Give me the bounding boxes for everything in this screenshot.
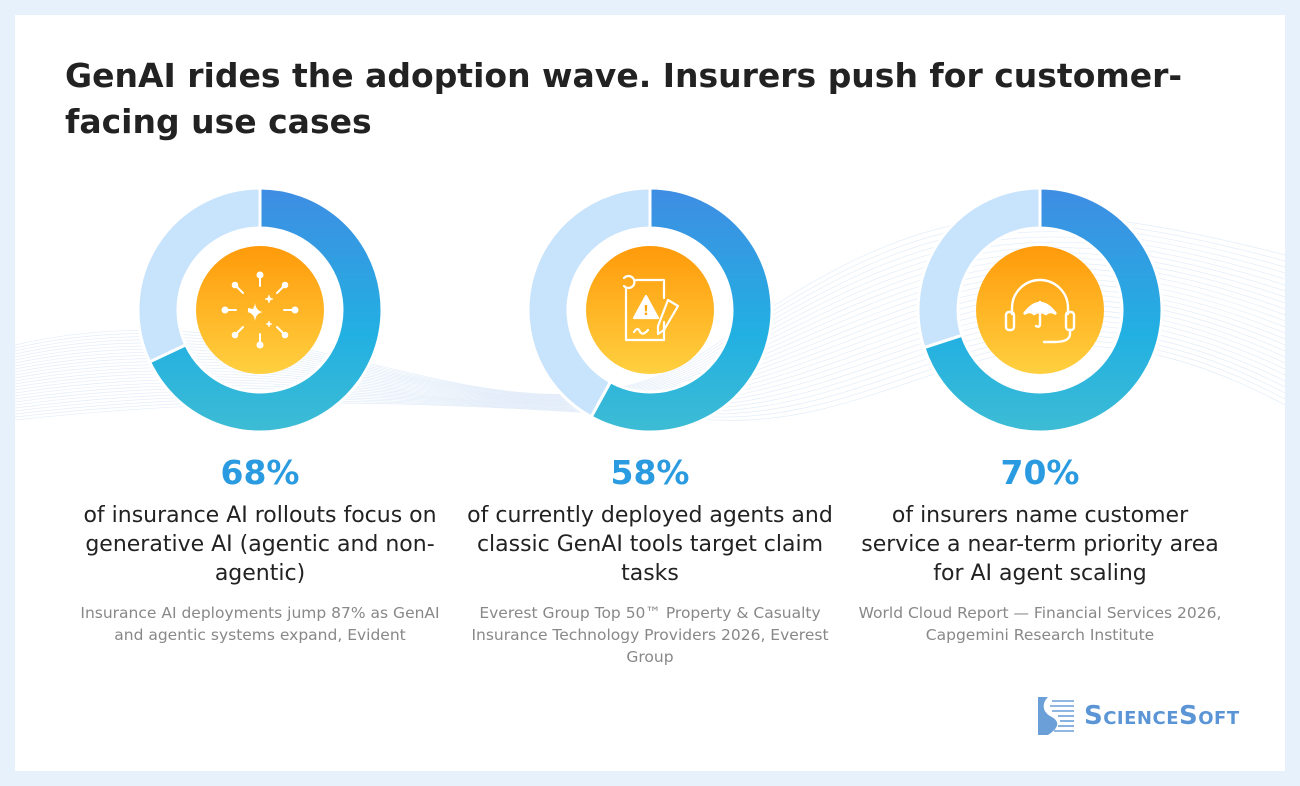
icon-badge <box>196 246 324 374</box>
stat-description: of insurance AI rollouts focus on genera… <box>83 503 437 586</box>
stat-column-1: 68% of insurance AI rollouts focus on ge… <box>65 185 455 646</box>
donut-chart-2: ! <box>526 186 774 434</box>
stat-percent: 70% <box>1000 453 1080 492</box>
donut-value-segment <box>922 186 1164 434</box>
stat-source: Insurance AI deployments jump 87% as Gen… <box>80 604 440 644</box>
svg-text:!: ! <box>643 304 649 319</box>
claim-document-warning-icon: ! <box>622 274 680 342</box>
donut-remainder-segment <box>526 186 652 419</box>
stat-source: Everest Group Top 50™ Property & Casualt… <box>471 604 829 666</box>
logo-text: ScienceSoft <box>1084 701 1240 731</box>
stat-description: of currently deployed agents and classic… <box>467 503 833 586</box>
sciencesoft-logo: ScienceSoft <box>1038 697 1240 735</box>
donut-value-segment <box>589 186 774 434</box>
stat-source: World Cloud Report — Financial Services … <box>858 604 1222 644</box>
stat-percent: 58% <box>610 453 690 492</box>
donut-chart-3 <box>916 186 1164 434</box>
stat-column-3: 70% of insurers name customer service a … <box>845 185 1235 646</box>
stat-column-2: ! 58% of currently deployed agents and c… <box>455 185 845 668</box>
stat-description: of insurers name customer service a near… <box>861 503 1219 586</box>
sparkles-icon <box>221 271 299 349</box>
donut-value-segment <box>147 186 384 434</box>
donut-remainder-segment <box>136 186 262 364</box>
logo-mark-icon <box>1038 697 1076 735</box>
headset-umbrella-icon <box>1004 278 1076 344</box>
donut-chart-1 <box>136 186 384 434</box>
infographic-card: GenAI rides the adoption wave. Insurers … <box>15 15 1285 771</box>
page-title: GenAI rides the adoption wave. Insurers … <box>65 56 1183 141</box>
stat-percent: 68% <box>220 453 300 492</box>
